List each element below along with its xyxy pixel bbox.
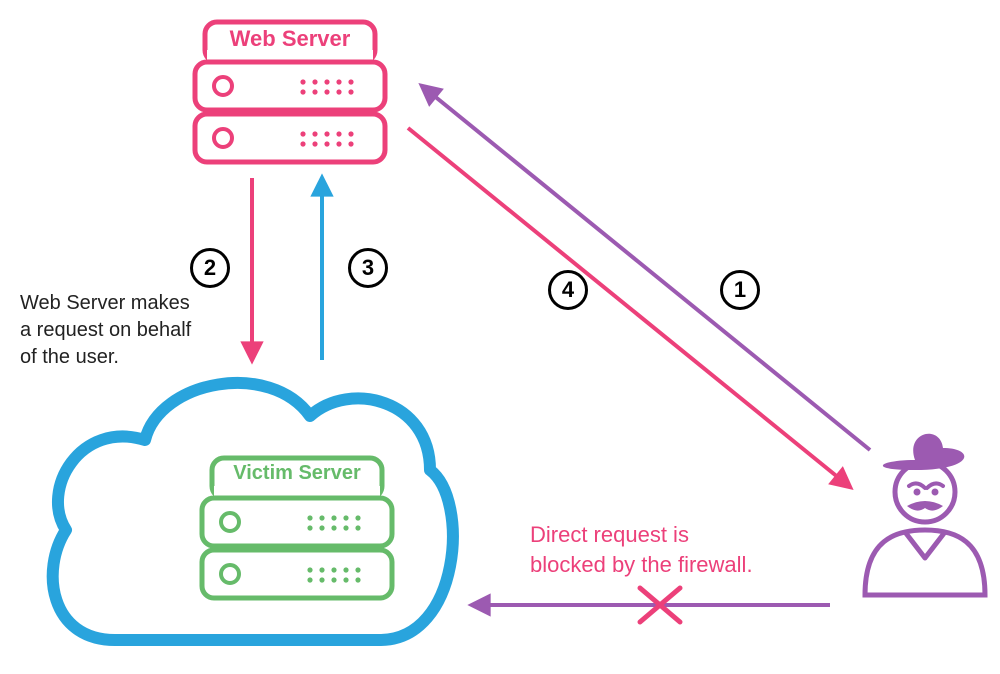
victim-server-title: Victim Server — [212, 462, 382, 485]
edge-step1 — [422, 86, 870, 450]
step-badge-1: 1 — [720, 270, 760, 310]
blocked-note-line2: blocked by the firewall. — [530, 552, 753, 577]
proxy-note-line1: Web Server makes — [20, 292, 190, 314]
proxy-note-line2: a request on behalf — [20, 319, 191, 341]
blocked-note-label: Direct request is blocked by the firewal… — [530, 520, 753, 579]
hacker-icon — [865, 434, 985, 595]
step-badge-2: 2 — [190, 248, 230, 288]
step-badge-3: 3 — [348, 248, 388, 288]
proxy-note-label: Web Server makes a request on behalf of … — [20, 290, 191, 371]
step-badge-4: 4 — [548, 270, 588, 310]
proxy-note-line3: of the user. — [20, 346, 119, 368]
web-server-title: Web Server — [205, 26, 375, 52]
edge-step4 — [408, 128, 850, 487]
blocked-note-line1: Direct request is — [530, 522, 689, 547]
